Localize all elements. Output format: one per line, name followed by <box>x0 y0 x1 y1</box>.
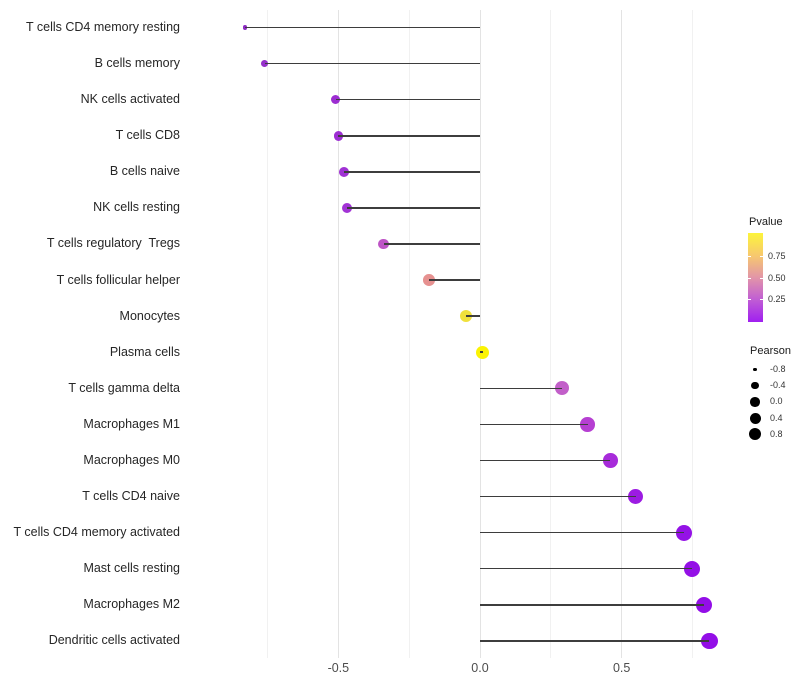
lollipop-stem <box>480 495 636 498</box>
lollipop-stem <box>264 62 480 65</box>
y-axis-label: Macrophages M0 <box>83 452 180 467</box>
gridline-major <box>479 10 481 658</box>
pearson-legend-dot <box>748 428 762 441</box>
gridline-major <box>621 10 623 658</box>
x-axis-tick-label: 0.5 <box>612 661 631 675</box>
lollipop-dot <box>580 417 595 432</box>
lollipop-stem <box>480 567 693 570</box>
lollipop-stem <box>344 171 480 173</box>
y-axis-label: B cells memory <box>94 56 180 71</box>
lollipop-dot <box>330 94 341 105</box>
pvalue-colorbar-tick-label: 0.50 <box>768 272 786 283</box>
x-axis-tick-label: -0.5 <box>327 661 350 675</box>
y-axis-label: Macrophages M2 <box>83 597 180 612</box>
y-axis-label: Mast cells resting <box>83 561 180 576</box>
gridline-minor <box>691 10 693 658</box>
y-axis-label: T cells follicular helper <box>56 272 180 287</box>
lollipop-stem <box>480 640 710 642</box>
pearson-legend-dot <box>749 412 761 424</box>
pearson-legend-dot <box>751 382 759 390</box>
pearson-legend-label: 0.8 <box>770 428 783 439</box>
y-axis-label: T cells CD8 <box>115 128 180 143</box>
y-axis-label: Dendritic cells activated <box>48 633 180 648</box>
lollipop-stem <box>346 207 480 209</box>
gridline-minor <box>550 10 552 658</box>
x-axis-tick-label: 0.0 <box>471 661 489 675</box>
lollipop-stem <box>429 279 480 281</box>
pvalue-colorbar-tick <box>760 256 763 257</box>
y-axis-label: T cells regulatory Tregs <box>46 236 180 251</box>
y-axis-label: T cells CD4 naive <box>82 489 180 504</box>
pearson-legend-title: Pearson <box>750 345 791 357</box>
pvalue-colorbar <box>748 233 763 322</box>
pearson-legend-label: 0.4 <box>770 412 783 423</box>
lollipop-dot <box>341 202 352 213</box>
lollipop-stem <box>244 26 480 29</box>
pearson-legend-label: 0.0 <box>770 396 783 407</box>
pvalue-colorbar-tick <box>760 299 763 300</box>
pvalue-colorbar-tick-label: 0.75 <box>768 251 786 261</box>
gridline-major <box>337 10 339 658</box>
y-axis-label: T cells CD4 memory activated <box>13 525 181 540</box>
y-axis-label: NK cells resting <box>93 200 180 215</box>
y-axis-label: B cells naive <box>109 164 180 179</box>
lollipop-dot <box>476 345 490 359</box>
y-axis-label: Plasma cells <box>109 344 180 359</box>
lollipop-dot <box>242 25 248 30</box>
y-axis-label: Monocytes <box>119 308 180 323</box>
pearson-legend-label: -0.8 <box>770 364 786 374</box>
lollipop-dot <box>339 166 349 177</box>
lollipop-dot <box>423 274 435 286</box>
lollipop-dot <box>695 596 712 613</box>
y-axis-label: Macrophages M1 <box>83 416 180 431</box>
y-axis-label: NK cells activated <box>80 92 180 107</box>
y-axis-label: T cells gamma delta <box>68 380 180 395</box>
lollipop-stem <box>465 315 480 317</box>
lollipop-stem <box>480 531 684 534</box>
pvalue-legend-title: Pvalue <box>749 216 783 228</box>
pearson-legend-dot <box>753 367 757 372</box>
lollipop-stem <box>335 98 480 101</box>
pvalue-colorbar-tick <box>748 256 751 257</box>
lollipop-stem <box>338 134 480 137</box>
y-axis-label: T cells CD4 memory resting <box>26 20 180 34</box>
lollipop-stem <box>383 243 480 245</box>
gridline-minor <box>267 10 269 658</box>
pvalue-colorbar-tick-label: 0.25 <box>768 294 786 304</box>
lollipop-stem <box>480 459 611 462</box>
pearson-legend-label: -0.4 <box>770 380 786 391</box>
lollipop-stem <box>480 351 483 353</box>
lollipop-stem <box>480 387 563 390</box>
pearson-legend-dot <box>750 397 760 407</box>
lollipop-dot <box>261 60 269 67</box>
lollipop-stem <box>480 603 704 606</box>
pvalue-colorbar-tick <box>760 277 763 279</box>
pvalue-colorbar-tick <box>748 277 751 279</box>
lollipop-stem <box>480 423 588 426</box>
gridline-minor <box>408 10 410 658</box>
pvalue-colorbar-tick <box>748 299 751 300</box>
